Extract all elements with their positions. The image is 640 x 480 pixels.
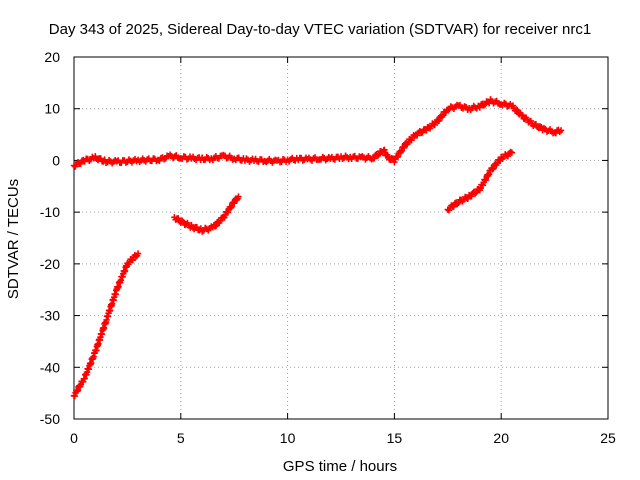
plot-frame (73, 56, 609, 420)
data-point (514, 106, 521, 114)
data-point (489, 166, 496, 173)
series-2 (171, 193, 242, 235)
data-point (227, 204, 234, 212)
data-point (435, 117, 443, 124)
data-point (235, 193, 242, 200)
data-point (391, 158, 398, 166)
data-point (454, 200, 461, 208)
data-point (175, 215, 182, 222)
x-tick-label: 20 (493, 430, 509, 446)
data-point (400, 144, 408, 151)
axis-ticks: 0 5 10 15 20 25 -50 -40 -30 -20 -10 0 10 20 (40, 49, 616, 446)
data-point (224, 209, 232, 216)
data-point (129, 257, 136, 264)
data-series (70, 96, 565, 400)
data-point (557, 127, 565, 134)
y-tick-label: 0 (52, 152, 60, 168)
data-point (519, 112, 526, 119)
series-1 (70, 250, 142, 400)
data-point (394, 153, 402, 160)
data-point (468, 193, 475, 200)
data-point (398, 147, 405, 155)
x-tick-label: 25 (600, 430, 616, 446)
data-point (509, 102, 517, 109)
data-point (423, 127, 430, 134)
x-tick-label: 0 (70, 430, 78, 446)
y-tick-label: -50 (40, 411, 60, 427)
data-point (490, 165, 497, 172)
data-point (212, 222, 220, 229)
y-tick-label: -30 (40, 308, 60, 324)
y-tick-label: -10 (40, 204, 60, 220)
data-point (527, 117, 535, 125)
data-point (450, 203, 457, 210)
x-tick-label: 5 (177, 430, 185, 446)
data-point (228, 203, 235, 211)
y-tick-label: 10 (44, 101, 60, 117)
data-point (508, 149, 516, 156)
y-tick-label: 20 (44, 49, 60, 65)
series-3 (444, 148, 516, 214)
data-point (388, 154, 396, 162)
x-axis-label: GPS time / hours (283, 458, 397, 475)
x-tick-label: 15 (387, 430, 403, 446)
y-axis-label: SDTVAR / TECUs (5, 179, 22, 299)
data-point (371, 155, 378, 162)
chart-title: Day 343 of 2025, Sidereal Day-to-day VTE… (49, 21, 591, 38)
series-0 (70, 96, 565, 170)
y-tick-label: -20 (40, 256, 60, 272)
data-point (231, 200, 238, 207)
y-tick-label: -40 (40, 359, 60, 375)
x-tick-label: 10 (280, 430, 296, 446)
data-point (471, 190, 479, 197)
data-point (134, 250, 142, 257)
grid-lines (74, 57, 608, 419)
data-point (431, 121, 438, 129)
data-point (473, 189, 480, 196)
